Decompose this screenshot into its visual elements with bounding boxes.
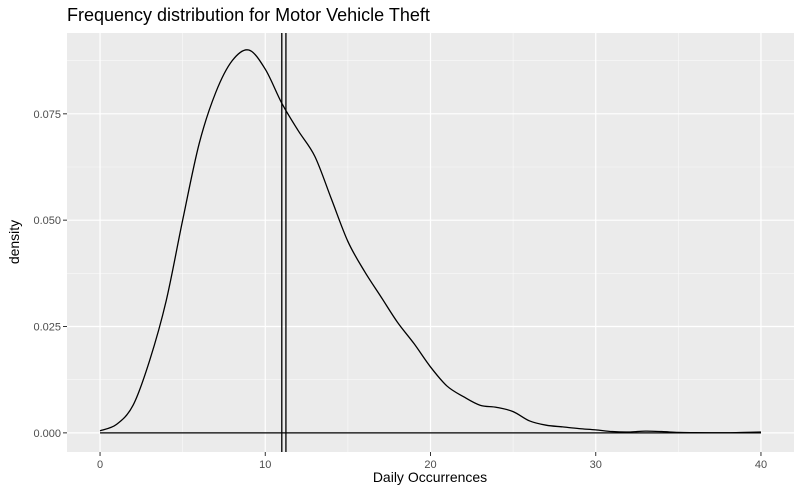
y-tick-label: 0.025 xyxy=(33,322,61,334)
y-tick-label: 0.075 xyxy=(33,109,61,121)
x-axis-title: Daily Occurrences xyxy=(373,469,487,485)
x-tick-label: 40 xyxy=(755,459,767,471)
chart-title: Frequency distribution for Motor Vehicle… xyxy=(67,5,430,25)
x-tick-label: 10 xyxy=(259,459,271,471)
y-tick-label: 0.050 xyxy=(33,215,61,227)
x-tick-label: 30 xyxy=(590,459,602,471)
density-curve xyxy=(99,49,761,434)
y-axis-title: density xyxy=(6,220,22,264)
x-tick-label: 20 xyxy=(424,459,436,471)
density-marks xyxy=(99,33,761,452)
y-tick-label: 0.000 xyxy=(33,428,61,440)
x-tick-label: 0 xyxy=(97,459,103,471)
axis-ticks: 0 10 20 30 40 0.000 0.025 0.050 0.075 xyxy=(33,109,767,471)
